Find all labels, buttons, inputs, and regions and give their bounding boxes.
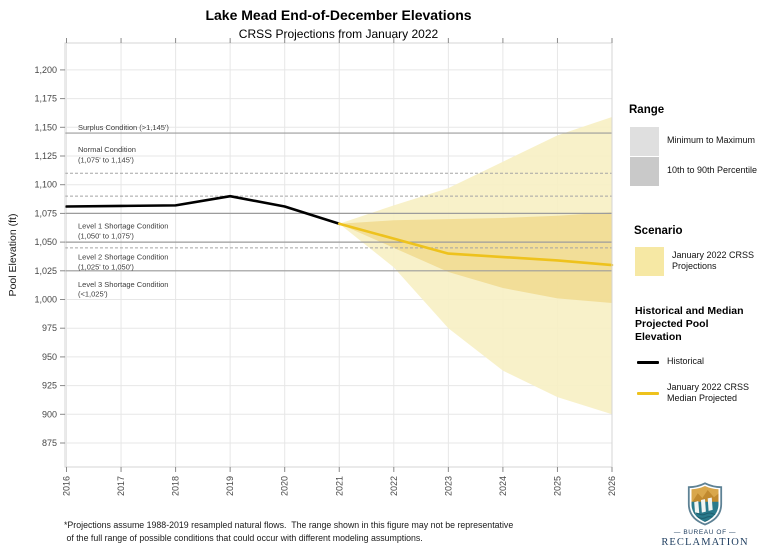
condition-label: Level 1 Shortage Condition [78,222,168,231]
x-tick-label: 2023 [443,476,453,496]
condition-label: Level 3 Shortage Condition [78,280,168,289]
logo-bureau-text: — BUREAU OF — [673,529,737,536]
y-tick-label: 975 [42,323,57,333]
panel-border [64,42,613,468]
minmax-swatch [630,126,659,156]
historical-line [65,194,341,226]
x-tick-label: 2019 [225,476,235,496]
condition-label: (1,025' to 1,050') [78,262,134,271]
condition-label: (<1,025') [78,289,108,298]
footnote-line1: *Projections assume 1988-2019 resampled … [64,520,514,530]
footnote: *Projections assume 1988-2019 resampled … [64,519,644,545]
y-tick-label: 1,100 [34,180,57,190]
median-line-swatch [637,391,659,395]
y-tick-label: 1,200 [34,65,57,75]
condition-label: Surplus Condition (>1,145') [78,123,169,132]
legend-item-label: Minimum to Maximum [667,135,756,146]
x-tick-label: 2017 [116,476,126,496]
legend-scenario-title: Scenario [634,225,683,237]
logo-shield-icon [687,482,723,526]
legend-item-label: January 2022 CRSS Projections [672,249,755,271]
y-tick-label: 900 [42,409,57,419]
y-tick-label: 950 [42,352,57,362]
y-axis-title: Pool Elevation (ft) [7,214,19,297]
footnote-line2: of the full range of possible conditions… [64,532,423,543]
bureau-of-reclamation-logo: — BUREAU OF — RECLAMATION [655,482,755,548]
x-tick-label: 2020 [280,476,290,496]
percentile-swatch [630,156,659,186]
y-tick-label: 1,150 [34,122,57,132]
y-tick-label: 1,025 [34,266,57,276]
legend-item-median: January 2022 CRSS Median Projected [637,380,768,406]
historical-line-swatch [637,360,659,364]
logo-bureau-of: BUREAU OF [683,529,727,536]
x-tick-label: 2026 [607,476,617,496]
legend-item-label: 10th to 90th Percentile [667,165,758,176]
chart-title: Lake Mead End-of-December Elevations [205,7,472,23]
median-projected-line [337,222,614,267]
band-10th-90th-percentile [339,212,612,303]
y-tick-label: 1,000 [34,295,57,305]
legend-item-scenario: January 2022 CRSS Projections [635,246,768,276]
condition-label: (1,075' to 1,145') [78,156,134,165]
scenario-swatch [635,246,664,276]
condition-label: Level 2 Shortage Condition [78,253,168,262]
legend-item-minmax: Minimum to Maximum [630,126,767,156]
legend-item-1090: 10th to 90th Percentile [630,156,768,186]
y-tick-label: 875 [42,438,57,448]
y-tick-label: 1,125 [34,151,57,161]
legend-item-label: January 2022 CRSS Median Projected [667,381,750,403]
legend-range-title: Range [629,104,665,116]
x-tick-label: 2025 [552,476,562,496]
x-tick-label: 2018 [171,476,181,496]
legend-lines-title: Historical and Median Projected Pool Ele… [635,305,744,344]
y-tick-label: 1,050 [34,237,57,247]
y-tick-label: 925 [42,381,57,391]
logo-reclamation-text: RECLAMATION [661,537,749,548]
legend-item-label: Historical [667,356,705,367]
x-tick-label: 2022 [389,476,399,496]
chart-subtitle: CRSS Projections from January 2022 [238,27,439,41]
condition-label: (1,050' to 1,075') [78,231,134,240]
legend-item-historical: Historical [637,354,767,370]
x-tick-label: 2021 [334,476,344,496]
y-tick-label: 1,075 [34,208,57,218]
x-tick-label: 2016 [62,476,72,496]
condition-label: Normal Condition [78,145,136,154]
y-tick-label: 1,175 [34,94,57,104]
x-tick-label: 2024 [498,476,508,496]
